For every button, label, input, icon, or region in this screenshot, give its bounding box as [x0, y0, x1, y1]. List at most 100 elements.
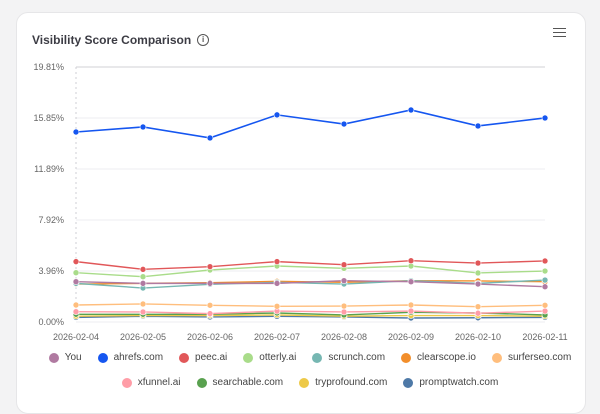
series-line-scrunch.com — [75, 279, 546, 289]
legend-label: clearscope.io — [417, 352, 476, 363]
data-point[interactable] — [72, 278, 80, 286]
legend-label: ahrefs.com — [113, 352, 164, 363]
series-line-ahrefs.com — [75, 109, 546, 139]
data-point[interactable] — [474, 309, 482, 317]
legend-item[interactable]: searchable.com — [196, 372, 283, 394]
data-point[interactable] — [474, 280, 482, 288]
series-line-xfunnel.ai — [75, 310, 546, 315]
legend-swatch — [403, 378, 414, 388]
legend-item[interactable]: promptwatch.com — [403, 372, 498, 394]
x-tick-label: 2026-02-05 — [120, 332, 166, 342]
series-line-surferseo.com — [75, 303, 546, 308]
x-tick-label: 2026-02-07 — [254, 332, 300, 342]
data-point[interactable] — [206, 263, 214, 270]
y-tick-label: 15.85% — [33, 113, 64, 123]
y-tick-label: 0.00% — [38, 317, 64, 327]
legend-swatch — [179, 353, 190, 363]
data-point[interactable] — [407, 301, 415, 309]
legend-label: tryprofound.com — [315, 377, 388, 388]
hamburger-menu-icon[interactable] — [553, 28, 566, 38]
data-point[interactable] — [541, 276, 549, 284]
data-point[interactable] — [541, 301, 549, 309]
legend-label: surferseo.com — [507, 352, 572, 363]
data-point[interactable] — [273, 258, 281, 265]
data-point[interactable] — [273, 302, 281, 310]
data-point[interactable] — [206, 301, 214, 309]
legend-swatch — [243, 353, 254, 363]
data-point[interactable] — [72, 301, 80, 309]
data-point[interactable] — [72, 269, 80, 276]
data-point[interactable] — [206, 134, 214, 142]
legend-swatch — [97, 353, 108, 363]
legend-label: peec.ai — [195, 352, 228, 363]
data-point[interactable] — [541, 307, 549, 315]
y-tick-label: 19.81% — [33, 62, 64, 72]
series-line-You — [75, 279, 546, 288]
data-point[interactable] — [474, 122, 482, 130]
data-point[interactable] — [72, 308, 80, 316]
data-point[interactable] — [541, 283, 549, 291]
data-point[interactable] — [541, 114, 549, 122]
chart-card — [16, 12, 586, 414]
legend-item[interactable]: clearscope.io — [401, 347, 476, 369]
series-line-peec.ai — [75, 260, 546, 271]
data-point[interactable] — [407, 106, 415, 114]
data-point[interactable] — [72, 258, 80, 265]
legend-label: promptwatch.com — [419, 377, 499, 388]
data-point[interactable] — [72, 128, 80, 136]
data-point[interactable] — [474, 303, 482, 310]
data-point[interactable] — [206, 280, 214, 287]
data-point[interactable] — [340, 261, 348, 269]
legend-label: You — [64, 352, 82, 363]
y-tick-label: 11.89% — [34, 164, 64, 174]
data-point[interactable] — [407, 257, 415, 265]
x-tick-label: 2026-02-06 — [187, 332, 233, 342]
data-point[interactable] — [541, 267, 549, 275]
y-tick-label: 7.92% — [38, 215, 64, 225]
data-point[interactable] — [340, 308, 348, 316]
info-icon[interactable]: i — [197, 34, 210, 46]
y-tick-label: 3.96% — [38, 266, 64, 276]
data-point[interactable] — [139, 266, 147, 273]
data-point[interactable] — [407, 278, 415, 286]
legend-item[interactable]: peec.ai — [179, 347, 227, 369]
x-tick-label: 2026-02-09 — [388, 332, 434, 342]
data-point[interactable] — [139, 300, 147, 308]
series-line-otterly.ai — [75, 265, 546, 278]
data-point[interactable] — [407, 307, 415, 315]
legend-label: scrunch.com — [328, 352, 386, 363]
legend: You ahrefs.com peec.ai otterly.ai scrunch.co… — [40, 347, 580, 397]
legend-swatch — [401, 353, 412, 363]
legend-item[interactable]: You — [48, 347, 82, 369]
chart-title-row: Visibility Score Comparison i — [32, 33, 210, 47]
legend-item[interactable]: ahrefs.com — [97, 347, 164, 369]
data-point[interactable] — [340, 302, 348, 310]
legend-swatch — [196, 378, 207, 388]
legend-swatch — [48, 353, 59, 363]
legend-item[interactable]: tryprofound.com — [299, 372, 387, 394]
legend-label: xfunnel.ai — [137, 377, 181, 388]
x-tick-label: 2026-02-08 — [321, 332, 367, 342]
data-point[interactable] — [139, 280, 147, 287]
data-point[interactable] — [273, 111, 281, 119]
data-point[interactable] — [139, 123, 147, 131]
data-point[interactable] — [206, 310, 214, 317]
data-point[interactable] — [541, 257, 549, 265]
series-line-tryprofound.com — [75, 314, 546, 317]
x-tick-label: 2026-02-10 — [455, 332, 501, 342]
legend-item[interactable]: scrunch.com — [312, 347, 385, 369]
data-point[interactable] — [139, 273, 147, 280]
legend-item[interactable]: xfunnel.ai — [121, 372, 181, 394]
data-point[interactable] — [474, 269, 482, 277]
data-point[interactable] — [474, 259, 482, 267]
legend-item[interactable]: surferseo.com — [491, 347, 572, 369]
series-line-promptwatch.com — [75, 315, 546, 319]
legend-label: otterly.ai — [259, 352, 297, 363]
data-point[interactable] — [273, 280, 281, 287]
data-point[interactable] — [139, 308, 147, 316]
x-tick-label: 2026-02-11 — [522, 332, 567, 342]
data-point[interactable] — [340, 277, 348, 284]
legend-item[interactable]: otterly.ai — [243, 347, 296, 369]
data-point[interactable] — [340, 120, 348, 128]
legend-swatch — [312, 353, 323, 363]
